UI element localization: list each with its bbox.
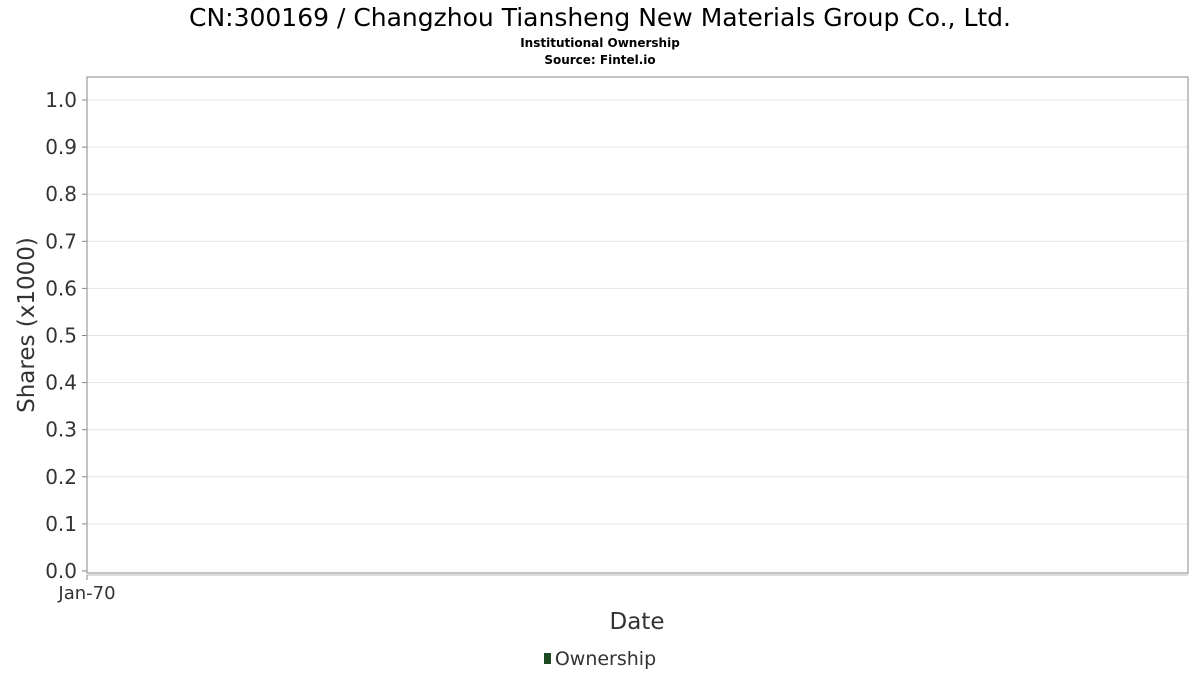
chart-title: CN:300169 / Changzhou Tiansheng New Mate… xyxy=(188,3,1011,32)
y-tick-label: 0.8 xyxy=(45,182,77,206)
y-tick-label: 0.1 xyxy=(45,512,77,536)
grid-lines xyxy=(88,99,1187,525)
y-tick-label: 0.2 xyxy=(45,465,77,489)
y-axis-label: Shares (x1000) xyxy=(14,237,40,413)
x-axis-label: Date xyxy=(610,609,665,635)
y-tick-label: 0.5 xyxy=(45,324,77,348)
y-tick-label: 0.3 xyxy=(45,418,77,442)
y-tick-label: 1.0 xyxy=(45,88,77,112)
y-axis: 0.0 0.1 0.2 0.3 0.4 0.5 0.6 0.7 0.8 0.9 1.0 xyxy=(45,88,87,583)
legend: Ownership xyxy=(0,648,1200,670)
chart-subtitle: Institutional Ownership xyxy=(520,36,680,50)
legend-label: Ownership xyxy=(554,648,657,670)
y-tick-label: 0.4 xyxy=(45,371,77,395)
x-tick-label: Jan-70 xyxy=(57,583,115,604)
y-tick-label: 0.0 xyxy=(45,559,77,583)
y-tick-label: 0.7 xyxy=(45,229,77,253)
y-tick-label: 0.9 xyxy=(45,135,77,159)
legend-swatch xyxy=(543,653,551,664)
y-tick-label: 0.6 xyxy=(45,276,77,300)
chart-source: Source: Fintel.io xyxy=(544,53,656,67)
x-axis: Jan-70 xyxy=(57,574,1188,604)
plot-frame xyxy=(86,76,1189,574)
